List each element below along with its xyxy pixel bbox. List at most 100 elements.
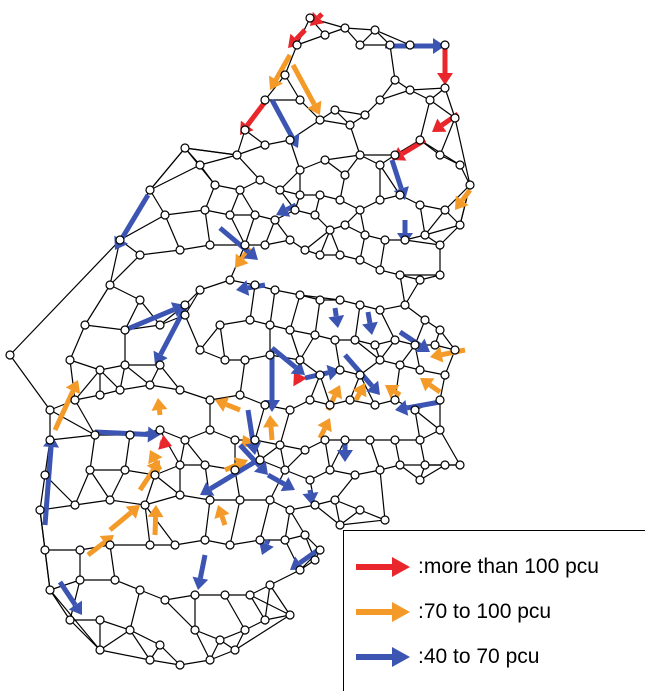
network-node — [456, 221, 464, 229]
network-node — [331, 336, 339, 344]
network-node — [436, 241, 444, 249]
network-node — [96, 616, 104, 624]
network-node — [151, 471, 159, 479]
road-link — [380, 470, 385, 520]
network-node — [233, 151, 241, 159]
network-node — [266, 321, 274, 329]
network-node — [356, 41, 364, 49]
network-node — [421, 461, 429, 469]
legend: :more than 100 pcu :70 to 100 pcu :40 to… — [343, 530, 645, 691]
network-node — [46, 586, 54, 594]
network-node — [246, 591, 254, 599]
road-link — [100, 630, 130, 650]
network-node — [141, 501, 149, 509]
network-node — [356, 506, 364, 514]
network-node — [416, 201, 424, 209]
road-link — [110, 500, 145, 505]
network-node — [76, 576, 84, 584]
network-node — [236, 496, 244, 504]
road-link — [185, 315, 200, 350]
network-node — [356, 206, 364, 214]
network-node — [281, 466, 289, 474]
network-node — [266, 581, 274, 589]
road-link — [165, 600, 195, 630]
network-node — [451, 346, 459, 354]
network-node — [436, 326, 444, 334]
network-node — [106, 541, 114, 549]
network-node — [351, 471, 359, 479]
network-node — [146, 381, 154, 389]
network-node — [136, 251, 144, 259]
road-link — [280, 410, 290, 445]
road-link — [125, 365, 150, 385]
network-node — [391, 396, 399, 404]
road-link — [260, 500, 270, 540]
road-link — [160, 365, 180, 390]
network-node — [306, 14, 314, 22]
network-node — [391, 76, 399, 84]
network-node — [146, 541, 154, 549]
network-node — [336, 251, 344, 259]
boundary-link — [150, 148, 185, 190]
road-link — [125, 435, 130, 470]
network-node — [196, 286, 204, 294]
flow-arrow-blue — [245, 410, 261, 455]
network-node — [191, 591, 199, 599]
network-node — [441, 84, 449, 92]
network-node — [211, 181, 219, 189]
network-node — [226, 541, 234, 549]
road-link — [270, 570, 300, 585]
road-link — [350, 125, 360, 155]
network-node — [236, 391, 244, 399]
network-node — [206, 241, 214, 249]
network-node — [226, 276, 234, 284]
network-node — [261, 401, 269, 409]
road-link — [150, 165, 200, 190]
network-node — [451, 114, 459, 122]
network-node — [421, 316, 429, 324]
road-link — [370, 440, 380, 470]
flow-arrow-red — [437, 48, 453, 85]
road-link — [420, 100, 430, 140]
road-link — [237, 155, 260, 180]
network-node — [466, 181, 474, 189]
road-link — [70, 325, 85, 360]
network-node — [41, 546, 49, 554]
network-node — [221, 356, 229, 364]
network-node — [121, 326, 129, 334]
network-node — [231, 466, 239, 474]
network-node — [246, 316, 254, 324]
network-node — [201, 206, 209, 214]
network-node — [441, 206, 449, 214]
road-link — [145, 495, 180, 505]
network-node — [256, 536, 264, 544]
boundary-link — [455, 118, 470, 185]
road-link — [90, 435, 95, 470]
network-node — [401, 236, 409, 244]
network-node — [396, 461, 404, 469]
network-node — [361, 231, 369, 239]
network-node — [346, 121, 354, 129]
road-link — [390, 45, 395, 80]
network-node — [441, 41, 449, 49]
road-link — [290, 295, 300, 330]
road-link — [165, 210, 205, 215]
road-link — [130, 590, 140, 630]
network-node — [256, 176, 264, 184]
road-link — [290, 330, 300, 360]
network-node — [396, 361, 404, 369]
road-link — [140, 250, 180, 255]
network-node — [316, 251, 324, 259]
legend-label-blue: :40 to 70 pcu — [418, 645, 539, 669]
network-node — [293, 41, 301, 49]
network-node — [426, 96, 434, 104]
road-link — [320, 375, 330, 405]
road-link — [50, 435, 95, 440]
network-node — [396, 191, 404, 199]
network-node — [206, 496, 214, 504]
network-node — [436, 426, 444, 434]
network-node — [376, 466, 384, 474]
arrow-red-icon — [352, 552, 412, 582]
boundary-link — [10, 355, 50, 410]
network-node — [311, 211, 319, 219]
